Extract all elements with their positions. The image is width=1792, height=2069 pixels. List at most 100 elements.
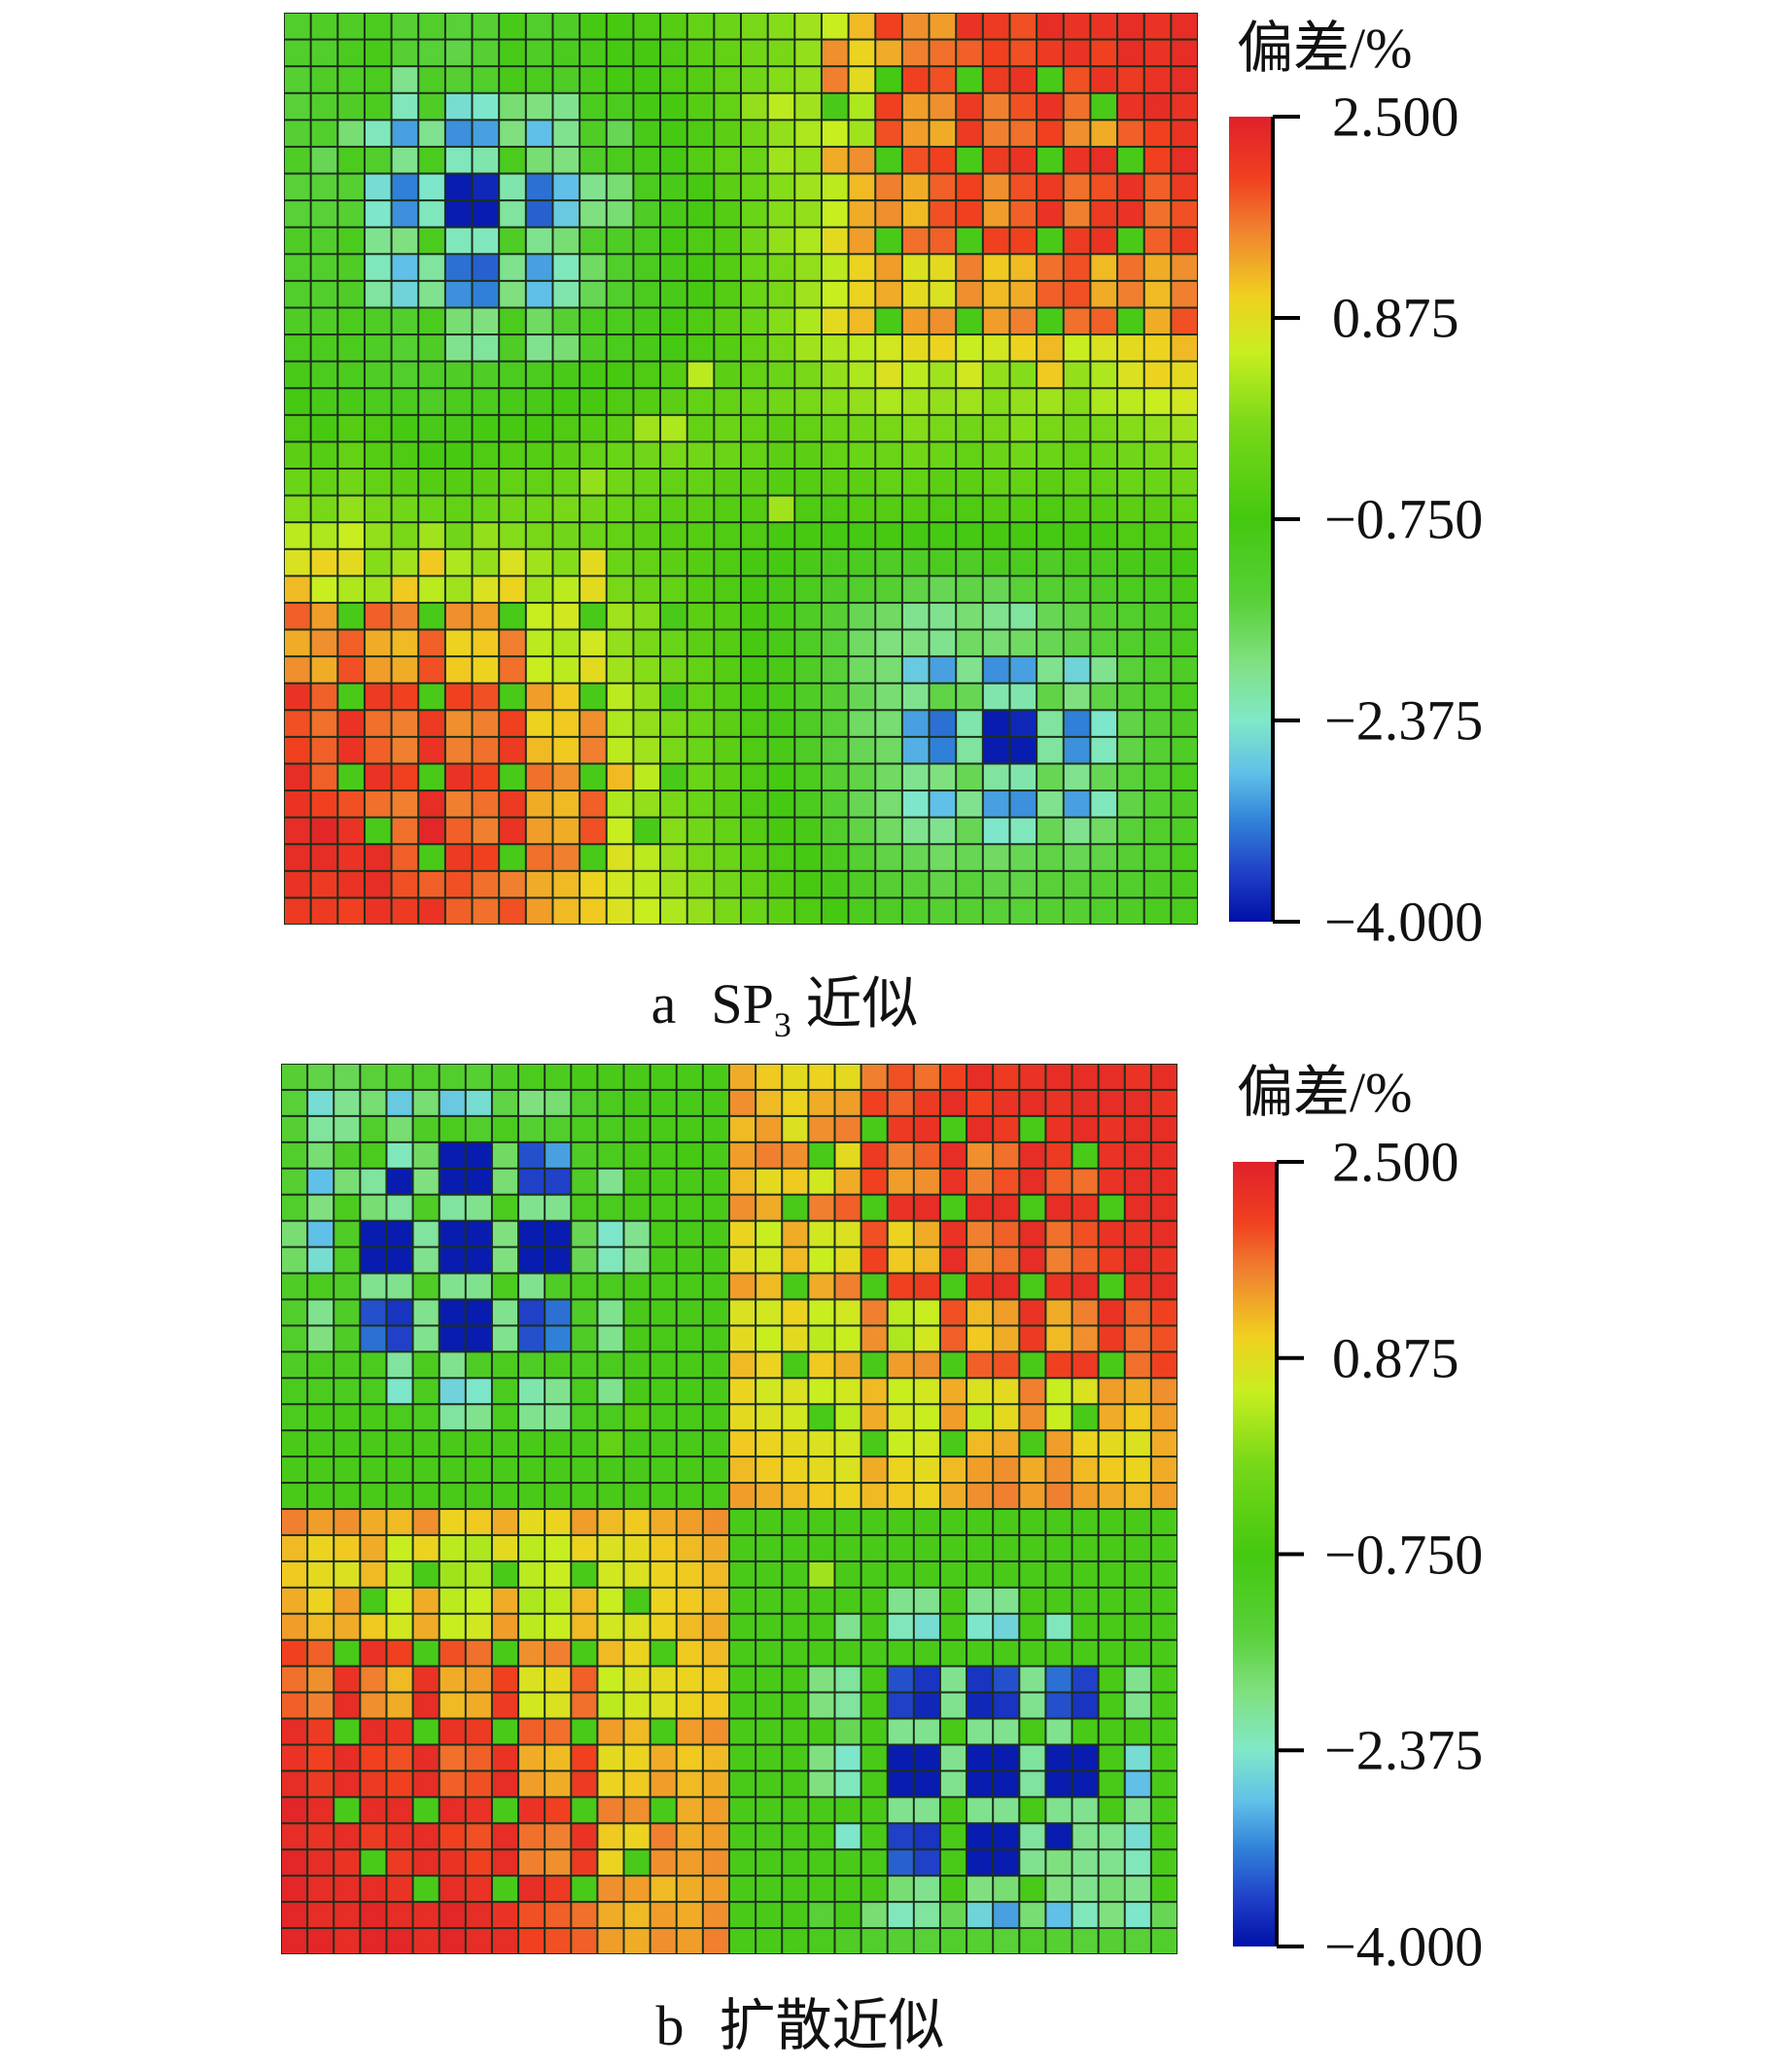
heatmap-cell [624, 1510, 650, 1534]
heatmap-cell [687, 415, 714, 441]
heatmap-cell [795, 470, 821, 495]
heatmap-cell [940, 1405, 966, 1430]
heatmap-cell [756, 1903, 782, 1928]
heatmap-cell [914, 1640, 939, 1666]
heatmap-cell [1020, 1065, 1045, 1089]
heatmap-cell [1125, 1484, 1150, 1508]
heatmap-cell [580, 898, 606, 924]
heatmap-cell [413, 1588, 439, 1613]
heatmap-cell [466, 1640, 491, 1666]
heatmap-cell [983, 362, 1009, 388]
heatmap-cell [1125, 1169, 1150, 1194]
heatmap-cell [607, 93, 633, 120]
heatmap-cell [888, 1326, 913, 1351]
heatmap-cell [809, 1431, 834, 1456]
heatmap-cell [285, 415, 310, 441]
heatmap-cell [598, 1640, 623, 1666]
caption-text: 扩散近似 [719, 1994, 945, 2057]
heatmap-cell [768, 228, 794, 254]
heatmap-cell [983, 389, 1009, 414]
heatmap-cell [519, 1221, 545, 1246]
heatmap-cell [715, 14, 740, 39]
colorbar-tick-label: −0.750 [1324, 487, 1484, 551]
heatmap-cell [930, 496, 956, 522]
heatmap-cell [1020, 1431, 1045, 1456]
heatmap-cell [888, 1771, 913, 1797]
heatmap-cell [439, 1484, 465, 1508]
heatmap-cell [1151, 1798, 1177, 1823]
heatmap-cell [1099, 1640, 1124, 1666]
heatmap-cell [634, 281, 660, 307]
heatmap-cell [1125, 1824, 1150, 1849]
heatmap-cell [849, 362, 875, 388]
heatmap-cell [1151, 1824, 1177, 1849]
heatmap-cell [914, 1824, 939, 1849]
heatmap-cell [1037, 335, 1063, 361]
heatmap-cell [835, 1457, 861, 1483]
heatmap-cell [419, 496, 444, 522]
heatmap-cell [634, 67, 660, 92]
heatmap-cell [445, 147, 472, 173]
heatmap-cell [365, 442, 391, 468]
heatmap-cell [580, 523, 606, 548]
heatmap-cell [1010, 335, 1037, 361]
heatmap-cell [1099, 1352, 1124, 1378]
heatmap-cell [967, 1065, 993, 1089]
heatmap-cell [492, 1247, 518, 1273]
heatmap-cell [1099, 1719, 1124, 1744]
heatmap-cell [1064, 442, 1090, 468]
heatmap-cell [545, 1457, 571, 1483]
heatmap-cell [338, 442, 364, 468]
heatmap-cell [1118, 737, 1143, 763]
heatmap-cell [983, 898, 1009, 924]
heatmap-cell [1010, 871, 1037, 897]
heatmap-cell [715, 577, 740, 602]
heatmap-cell [809, 1405, 834, 1430]
heatmap-cell [1144, 523, 1171, 548]
heatmap-cell [338, 389, 364, 414]
heatmap-cell [715, 657, 740, 683]
heatmap-cell [835, 1824, 861, 1849]
heatmap-cell [876, 470, 901, 495]
heatmap-cell [809, 1640, 834, 1666]
heatmap-cell [439, 1431, 465, 1456]
heatmap-cell [809, 1065, 834, 1089]
heatmap-cell [849, 764, 875, 790]
heatmap-cell [940, 1221, 966, 1246]
heatmap-cell [439, 1065, 465, 1089]
heatmap-cell [756, 1876, 782, 1902]
heatmap-cell [634, 818, 660, 844]
heatmap-cell [940, 1824, 966, 1849]
heatmap-cell [311, 147, 337, 173]
heatmap-cell [994, 1719, 1019, 1744]
heatmap-cell [1144, 684, 1171, 710]
heatmap-cell [365, 308, 391, 334]
heatmap-cell [1118, 845, 1143, 870]
heatmap-cell [983, 764, 1009, 790]
heatmap-cell [598, 1771, 623, 1797]
heatmap-cell [902, 67, 929, 92]
heatmap-cell [311, 737, 337, 763]
heatmap-cell [1091, 281, 1117, 307]
heatmap-cell [607, 415, 633, 441]
heatmap-cell [413, 1116, 439, 1141]
heatmap-cell [545, 1876, 571, 1902]
heatmap-cell [715, 228, 740, 254]
heatmap-cell [1064, 470, 1090, 495]
heatmap-cell [413, 1510, 439, 1534]
heatmap-cell [365, 630, 391, 656]
heatmap-cell [311, 684, 337, 710]
heatmap-cell [768, 174, 794, 200]
heatmap-cell [677, 1510, 702, 1534]
heatmap-cell [1172, 308, 1197, 334]
heatmap-cell [311, 791, 337, 817]
heatmap-cell [1046, 1065, 1072, 1089]
heatmap-cell [1099, 1510, 1124, 1534]
heatmap-cell [888, 1693, 913, 1718]
heatmap-cell [861, 1771, 887, 1797]
heatmap-cell [1037, 174, 1063, 200]
heatmap-cell [861, 1065, 887, 1089]
heatmap-cell [334, 1510, 360, 1534]
heatmap-cell [419, 764, 444, 790]
heatmap-cell [994, 1142, 1019, 1168]
